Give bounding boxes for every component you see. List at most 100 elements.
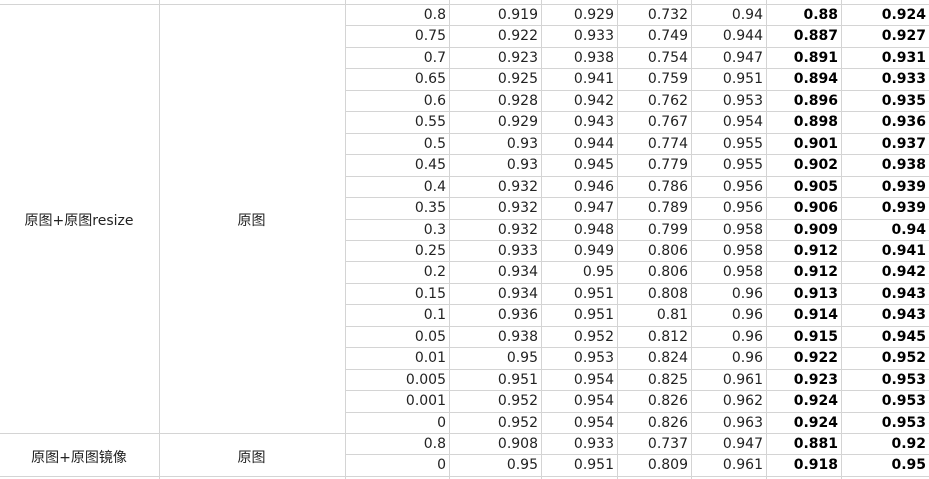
table-cell[interactable]: 0.954 [722,114,763,130]
table-cell[interactable]: 0.931 [881,50,926,66]
table-cell[interactable]: 0.826 [647,393,688,409]
table-cell[interactable]: 0.933 [573,436,614,452]
table-cell[interactable]: 0.939 [881,179,926,195]
table-cell[interactable]: 0.887 [793,28,838,44]
table-cell[interactable]: 0.953 [881,415,926,431]
table-cell[interactable]: 0.933 [573,28,614,44]
table-cell[interactable]: 0.92 [891,436,926,452]
table-cell[interactable]: 0.963 [722,415,763,431]
table-cell[interactable]: 0.001 [405,393,446,409]
table-cell[interactable]: 0.732 [647,7,688,23]
group-1-source-cell[interactable]: 原图 [237,213,266,229]
table-cell[interactable]: 0.95 [506,457,538,473]
table-cell[interactable]: 0.954 [573,415,614,431]
table-cell[interactable]: 0.96 [731,329,763,345]
table-cell[interactable]: 0.932 [497,179,538,195]
table-cell[interactable]: 0.2 [423,264,446,280]
group-1-method-cell[interactable]: 原图+原图resize [24,213,134,229]
table-cell[interactable]: 0.954 [573,372,614,388]
table-cell[interactable]: 0.88 [803,7,838,23]
table-cell[interactable]: 0.952 [497,393,538,409]
table-cell[interactable]: 0.961 [722,372,763,388]
table-cell[interactable]: 0.932 [497,222,538,238]
table-cell[interactable]: 0.925 [497,71,538,87]
table-cell[interactable]: 0.8 [423,436,446,452]
table-cell[interactable]: 0.924 [793,415,838,431]
table-cell[interactable]: 0.953 [722,93,763,109]
table-cell[interactable]: 0.894 [793,71,838,87]
table-cell[interactable]: 0.786 [647,179,688,195]
table-cell[interactable]: 0.952 [881,350,926,366]
table-cell[interactable]: 0.919 [497,7,538,23]
table-cell[interactable]: 0.774 [647,136,688,152]
table-cell[interactable]: 0.94 [731,7,763,23]
table-cell[interactable]: 0.901 [793,136,838,152]
table-cell[interactable]: 0.749 [647,28,688,44]
table-cell[interactable]: 0.953 [881,372,926,388]
table-cell[interactable]: 0.955 [722,136,763,152]
table-cell[interactable]: 0.93 [506,136,538,152]
table-cell[interactable]: 0.956 [722,179,763,195]
table-cell[interactable]: 0.952 [573,329,614,345]
table-cell[interactable]: 0.927 [881,28,926,44]
table-cell[interactable]: 0.95 [891,457,926,473]
table-cell[interactable]: 0.951 [722,71,763,87]
group-2-method-cell[interactable]: 原图+原图镜像 [31,450,127,466]
table-cell[interactable]: 0.941 [573,71,614,87]
table-cell[interactable]: 0.946 [573,179,614,195]
table-cell[interactable]: 0.891 [793,50,838,66]
table-cell[interactable]: 0.4 [423,179,446,195]
table-cell[interactable]: 0.943 [881,286,926,302]
table-cell[interactable]: 0.933 [881,71,926,87]
table-cell[interactable]: 0.945 [573,157,614,173]
table-cell[interactable]: 0.951 [497,372,538,388]
table-cell[interactable]: 0.909 [793,222,838,238]
table-cell[interactable]: 0.737 [647,436,688,452]
table-cell[interactable]: 0.938 [881,157,926,173]
table-cell[interactable]: 0.951 [573,286,614,302]
table-cell[interactable]: 0.947 [722,50,763,66]
table-cell[interactable]: 0.944 [722,28,763,44]
table-cell[interactable]: 0.15 [414,286,446,302]
table-cell[interactable]: 0.944 [573,136,614,152]
table-cell[interactable]: 0.824 [647,350,688,366]
table-cell[interactable]: 0.951 [573,457,614,473]
table-cell[interactable]: 0.947 [722,436,763,452]
table-cell[interactable]: 0.799 [647,222,688,238]
table-cell[interactable]: 0.951 [573,307,614,323]
table-cell[interactable]: 0.942 [573,93,614,109]
table-cell[interactable]: 0.923 [497,50,538,66]
table-cell[interactable]: 0.35 [414,200,446,216]
table-cell[interactable]: 0.952 [497,415,538,431]
table-cell[interactable]: 0.958 [722,222,763,238]
table-cell[interactable]: 0.95 [582,264,614,280]
table-cell[interactable]: 0.928 [497,93,538,109]
table-cell[interactable]: 0.55 [414,114,446,130]
table-cell[interactable]: 0.953 [881,393,926,409]
table-cell[interactable]: 0.929 [573,7,614,23]
table-cell[interactable]: 0.05 [414,329,446,345]
table-cell[interactable]: 0.958 [722,264,763,280]
table-cell[interactable]: 0.912 [793,264,838,280]
table-cell[interactable]: 0.949 [573,243,614,259]
table-cell[interactable]: 0 [437,457,446,473]
table-cell[interactable]: 0 [437,415,446,431]
table-cell[interactable]: 0.962 [722,393,763,409]
table-cell[interactable]: 0.95 [506,350,538,366]
table-cell[interactable]: 0.826 [647,415,688,431]
table-cell[interactable]: 0.005 [405,372,446,388]
table-cell[interactable]: 0.3 [423,222,446,238]
table-cell[interactable]: 0.938 [497,329,538,345]
table-cell[interactable]: 0.809 [647,457,688,473]
table-cell[interactable]: 0.961 [722,457,763,473]
table-cell[interactable]: 0.929 [497,114,538,130]
table-cell[interactable]: 0.759 [647,71,688,87]
table-cell[interactable]: 0.812 [647,329,688,345]
group-2-source-cell[interactable]: 原图 [237,450,266,466]
table-cell[interactable]: 0.945 [881,329,926,345]
table-cell[interactable]: 0.954 [573,393,614,409]
table-cell[interactable]: 0.779 [647,157,688,173]
table-cell[interactable]: 0.924 [793,393,838,409]
table-cell[interactable]: 0.25 [414,243,446,259]
table-cell[interactable]: 0.881 [793,436,838,452]
